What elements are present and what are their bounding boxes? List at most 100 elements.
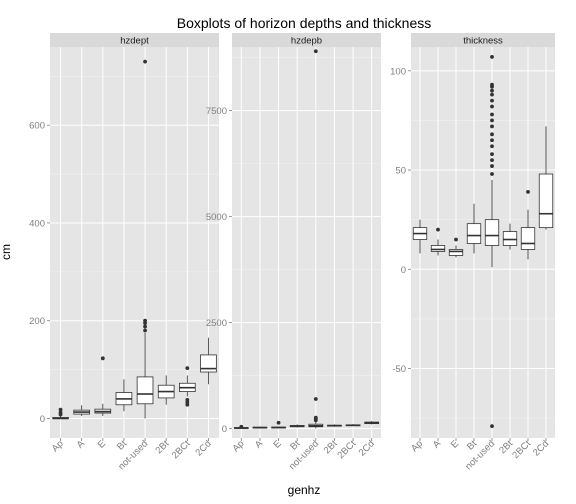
y-tick-label: 0 xyxy=(222,424,227,435)
box-Ap xyxy=(52,407,69,420)
x-tick-label: E xyxy=(96,438,108,450)
outlier-point xyxy=(490,158,494,163)
box-A xyxy=(73,405,91,417)
outlier-point xyxy=(58,410,63,415)
x-tick-label: A xyxy=(431,438,444,451)
outlier-point xyxy=(490,144,494,149)
box-2Bt xyxy=(157,375,175,405)
outlier-point xyxy=(143,328,147,333)
outlier-point xyxy=(143,324,147,329)
outlier-point xyxy=(185,366,190,371)
x-tick-label: 2BCt xyxy=(510,438,533,461)
plot-title: Boxplots of horizon depths and thickness xyxy=(177,15,432,31)
outlier-point xyxy=(490,112,494,117)
box-E xyxy=(94,356,112,417)
facet-strip-label: hzdept xyxy=(120,36,149,47)
outlier-point xyxy=(490,88,494,93)
box-iqr xyxy=(466,223,482,244)
box-Ap xyxy=(233,424,249,429)
y-tick-label: 0 xyxy=(40,414,45,425)
box-iqr xyxy=(430,245,446,252)
box-2Cd xyxy=(538,126,554,230)
box-A xyxy=(430,227,446,256)
panel-background xyxy=(232,47,381,438)
y-tick-label: -50 xyxy=(392,364,406,375)
box-not-used xyxy=(308,49,324,429)
x-axis-title: genhz xyxy=(288,483,321,497)
x-tick-label: 2BCt xyxy=(335,438,358,461)
outlier-point xyxy=(490,104,494,109)
outlier-point xyxy=(490,124,494,129)
facet-strip xyxy=(411,33,555,47)
y-tick-label: 200 xyxy=(29,316,45,327)
x-tick-label: A xyxy=(253,438,266,451)
box-2BCt xyxy=(178,366,196,407)
box-2Cd xyxy=(200,337,217,385)
outlier-point xyxy=(490,92,494,97)
outlier-point xyxy=(276,420,281,425)
panel-background xyxy=(50,47,219,438)
box-A xyxy=(252,426,268,429)
box-iqr xyxy=(448,249,464,256)
outlier-point xyxy=(454,237,458,242)
outlier-point xyxy=(490,424,494,428)
outlier-point xyxy=(490,138,494,143)
y-tick-label: 100 xyxy=(390,66,406,77)
outlier-point xyxy=(239,424,244,429)
outlier-point xyxy=(490,172,494,176)
box-E xyxy=(448,237,464,258)
outlier-point xyxy=(58,407,63,412)
y-tick-label: 600 xyxy=(29,121,45,132)
x-tick-label: 2Cd xyxy=(357,438,377,458)
outlier-point xyxy=(490,132,494,137)
outlier-point xyxy=(490,152,494,157)
outlier-point xyxy=(313,397,318,401)
outlier-point xyxy=(313,49,318,54)
x-tick-label: E xyxy=(449,438,461,450)
outlier-point xyxy=(490,118,494,123)
box-not-used xyxy=(484,55,500,428)
x-tick-label: Ap xyxy=(409,438,425,454)
outlier-point xyxy=(185,397,190,402)
outlier-point xyxy=(490,82,494,87)
outlier-point xyxy=(143,59,147,64)
box-2Cd xyxy=(364,421,380,425)
x-tick-label: 2Cd xyxy=(193,438,213,458)
x-tick-label: Ap xyxy=(50,438,66,454)
outlier-point xyxy=(436,227,440,232)
outlier-point xyxy=(313,415,318,420)
outlier-point xyxy=(526,189,530,194)
x-tick-label: 2BCt xyxy=(170,438,193,461)
x-tick-label: E xyxy=(271,438,283,450)
x-tick-label: A xyxy=(75,438,88,451)
y-tick-label: 0 xyxy=(401,265,406,276)
facet-strip xyxy=(232,33,381,47)
box-2BCt xyxy=(520,189,536,260)
facet-strip xyxy=(50,33,219,47)
box-not-used xyxy=(136,59,154,419)
x-tick-label: Ap xyxy=(230,438,246,454)
y-tick-label: 5000 xyxy=(206,212,227,223)
y-tick-label: 7500 xyxy=(206,106,227,117)
box-2Bt xyxy=(502,223,518,250)
y-axis-title: cm xyxy=(0,244,13,260)
y-tick-label: 2500 xyxy=(206,318,227,329)
box-iqr xyxy=(538,173,554,229)
box-Bt xyxy=(289,424,305,428)
outlier-point xyxy=(490,55,494,59)
box-E xyxy=(271,420,286,429)
box-iqr xyxy=(200,354,217,373)
facet-strip-label: hzdepb xyxy=(291,36,322,47)
box-iqr xyxy=(502,231,518,246)
box-Bt xyxy=(115,379,133,412)
y-tick-label: 50 xyxy=(395,166,406,177)
x-tick-label: Bt xyxy=(115,438,129,452)
x-tick-label: 2Cd xyxy=(531,438,551,458)
y-tick-label: 400 xyxy=(29,218,45,229)
outlier-point xyxy=(100,356,105,361)
box-Ap xyxy=(412,219,428,254)
